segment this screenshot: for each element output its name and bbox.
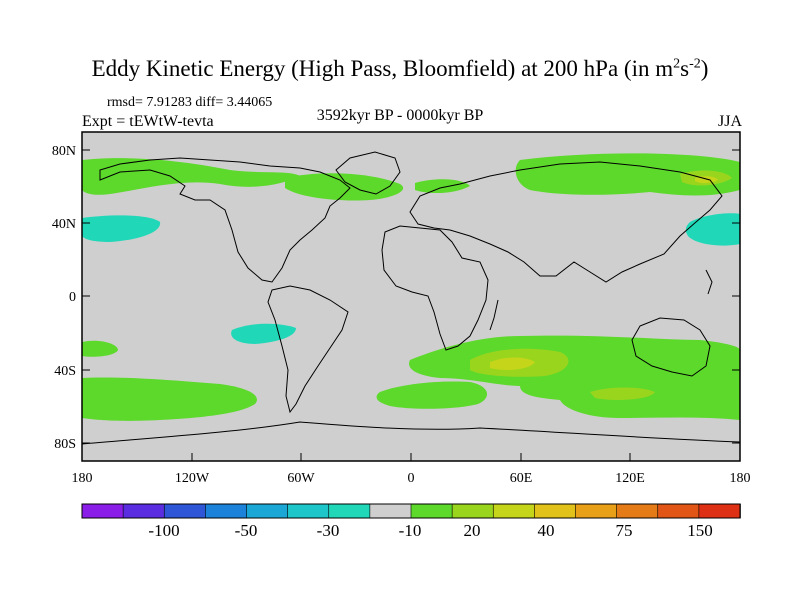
colorbar-swatch — [616, 503, 659, 519]
colorbar-swatch — [81, 503, 124, 519]
x-tick-labels: 180 120W 60W 0 60E 120E 180 — [72, 471, 751, 486]
colorbar-swatch — [410, 503, 453, 519]
y-tick-label: 40S — [54, 364, 76, 379]
negative-anomaly-fields — [82, 213, 740, 344]
colorbar-swatch — [287, 503, 330, 519]
colorbar-frame — [81, 503, 741, 519]
coastlines — [82, 151, 740, 445]
field-south-atlantic — [376, 381, 488, 409]
colorbar-swatch — [205, 503, 248, 519]
y-tick-label: 80S — [54, 437, 76, 452]
coast-africa — [381, 225, 489, 351]
field-south-pacific — [82, 377, 257, 421]
coast-north-america — [99, 157, 351, 283]
colorbar-label: -30 — [317, 521, 340, 540]
colorbar-swatch — [492, 503, 536, 519]
experiment-label: Expt = tEWtW-tevta — [82, 113, 214, 130]
y-axis — [82, 149, 740, 444]
colorbar-label: -50 — [235, 521, 258, 540]
colorbar-label: 40 — [538, 521, 555, 540]
period-label: 3592kyr BP - 0000kyr BP — [316, 107, 484, 124]
coast-eurasia — [409, 161, 723, 283]
colorbar-swatch — [451, 503, 495, 519]
colorbar-label: -10 — [399, 521, 422, 540]
colorbar — [81, 503, 741, 519]
field-north-asia — [515, 153, 740, 196]
x-tick-label: 120W — [175, 471, 210, 486]
colorbar-swatch — [698, 503, 741, 519]
field-north-pacific-america — [82, 158, 300, 195]
x-tick-label: 120E — [615, 471, 645, 486]
colorbar-label: -100 — [148, 521, 179, 540]
y-tick-label: 40N — [52, 217, 76, 232]
x-tick-label: 180 — [730, 471, 751, 486]
colorbar-label: 150 — [687, 521, 713, 540]
x-tick-label: 180 — [72, 471, 93, 486]
colorbar-swatch — [575, 503, 618, 519]
positive-core-fields — [470, 170, 732, 400]
x-axis — [81, 453, 741, 461]
colorbar-swatch — [534, 503, 577, 519]
y-tick-label: 80N — [52, 144, 76, 159]
field-neg-north-pacific-west — [685, 213, 740, 246]
coast-antarctica — [82, 421, 740, 445]
colorbar-swatch — [328, 503, 371, 519]
stats-label: rmsd= 7.91283 diff= 3.44065 — [107, 95, 273, 110]
core-south-australia — [590, 387, 655, 400]
colorbar-swatch — [657, 503, 700, 519]
plot-title: Eddy Kinetic Energy (High Pass, Bloomfie… — [91, 56, 709, 81]
colorbar-swatch — [369, 503, 412, 519]
colorbar-swatch — [246, 503, 289, 519]
colorbar-labels: -100 -50 -30 -10 20 40 75 150 — [148, 521, 712, 540]
colorbar-swatch — [163, 503, 207, 519]
map-area — [82, 132, 740, 461]
field-scandinavia — [415, 179, 470, 194]
y-tick-labels: 80N 40N 0 40S 80S — [52, 144, 76, 452]
coast-madagascar — [489, 299, 499, 331]
colorbar-swatch — [122, 503, 166, 519]
coast-south-america — [267, 285, 349, 414]
field-south-pacific-small — [82, 340, 118, 357]
x-tick-label: 0 — [408, 471, 415, 486]
x-tick-label: 60E — [510, 471, 533, 486]
y-tick-label: 0 — [69, 290, 76, 305]
colorbar-label: 20 — [464, 521, 481, 540]
positive-anomaly-fields — [82, 153, 740, 421]
coast-japan — [705, 269, 713, 295]
core-indian-ocean-inner — [490, 357, 535, 370]
field-neg-north-pacific-east — [82, 215, 161, 242]
x-tick-label: 60W — [287, 471, 315, 486]
season-label: JJA — [717, 113, 742, 130]
coast-greenland — [335, 151, 401, 195]
coast-australia — [631, 317, 711, 377]
colorbar-label: 75 — [616, 521, 633, 540]
